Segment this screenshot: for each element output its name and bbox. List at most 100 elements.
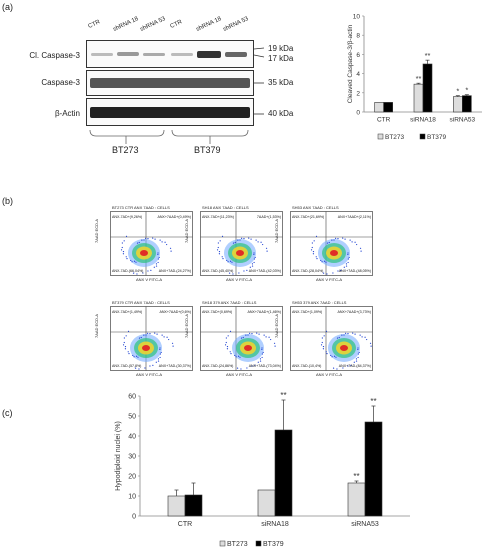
event-dot bbox=[132, 272, 135, 274]
event-dot bbox=[358, 351, 360, 354]
event-dot bbox=[166, 243, 168, 246]
event-dot bbox=[243, 238, 245, 240]
significance-label: ** bbox=[416, 74, 422, 83]
event-dot bbox=[354, 333, 356, 335]
event-dot bbox=[155, 263, 158, 265]
panel-a-label: (a) bbox=[2, 2, 13, 12]
event-dot bbox=[123, 337, 125, 339]
event-dot bbox=[121, 242, 123, 244]
event-dot bbox=[359, 334, 361, 336]
event-dot bbox=[235, 356, 237, 358]
blot-band bbox=[90, 78, 250, 88]
event-dot bbox=[232, 242, 235, 244]
event-dot bbox=[137, 356, 139, 358]
event-dot bbox=[157, 258, 159, 260]
event-dot bbox=[123, 341, 125, 344]
bar bbox=[257, 489, 276, 517]
group-label-bt379: BT379 bbox=[194, 145, 221, 155]
event-dot bbox=[311, 242, 313, 244]
flow-x-label: ANX V FITC-A bbox=[226, 372, 253, 377]
event-dot bbox=[138, 241, 140, 244]
y-tick-label: 2 bbox=[356, 90, 360, 97]
density-blob bbox=[140, 250, 148, 256]
event-dot bbox=[127, 351, 129, 353]
event-dot bbox=[251, 265, 254, 267]
event-dot bbox=[356, 243, 358, 246]
density-blob bbox=[236, 250, 244, 256]
event-dot bbox=[253, 252, 255, 254]
event-dot bbox=[332, 367, 335, 369]
y-axis-label: Cleaved Caspase-3/β-actin bbox=[347, 24, 354, 103]
event-dot bbox=[242, 336, 244, 339]
event-dot bbox=[265, 247, 268, 249]
event-dot bbox=[265, 336, 267, 338]
event-dot bbox=[232, 273, 234, 275]
event-dot bbox=[138, 337, 141, 339]
event-dot bbox=[352, 332, 354, 334]
density-blob bbox=[142, 345, 150, 351]
event-dot bbox=[260, 241, 262, 243]
event-dot bbox=[357, 353, 359, 355]
quadrant-percentage: ANX+7AD-(84,37%) bbox=[339, 364, 371, 368]
row-label-caspase: Caspase-3 bbox=[41, 78, 80, 87]
quadrant-percentage: ANX+7AD-(24,27%) bbox=[159, 269, 191, 273]
event-dot bbox=[125, 235, 128, 237]
flow-y-label: 7AAD ECD-A bbox=[274, 313, 279, 338]
event-dot bbox=[229, 330, 232, 332]
event-dot bbox=[261, 353, 263, 355]
event-dot bbox=[155, 265, 158, 267]
x-tick-label: CTR bbox=[377, 117, 391, 124]
y-tick-label: 10 bbox=[128, 494, 136, 501]
event-dot bbox=[227, 335, 229, 337]
event-dot bbox=[312, 253, 315, 255]
event-dot bbox=[360, 250, 362, 252]
event-dot bbox=[350, 364, 352, 366]
event-dot bbox=[133, 260, 136, 262]
event-dot bbox=[311, 246, 313, 249]
event-dot bbox=[250, 238, 252, 240]
legend-swatch bbox=[219, 540, 226, 547]
event-dot bbox=[149, 333, 151, 335]
bar bbox=[422, 63, 433, 113]
event-dot bbox=[364, 336, 366, 338]
event-dot bbox=[138, 368, 140, 370]
event-dot bbox=[157, 261, 159, 264]
event-dot bbox=[320, 344, 323, 346]
y-tick-label: 4 bbox=[356, 71, 360, 78]
event-dot bbox=[217, 242, 219, 244]
event-dot bbox=[366, 338, 368, 341]
event-dot bbox=[326, 242, 329, 244]
event-dot bbox=[310, 249, 313, 251]
event-dot bbox=[347, 253, 349, 256]
legend-label: BT273 bbox=[227, 541, 248, 548]
event-dot bbox=[256, 332, 258, 334]
event-dot bbox=[125, 256, 127, 258]
event-dot bbox=[322, 345, 325, 348]
quadrant-percentage: ANX-7AD-(45,40%) bbox=[202, 269, 233, 273]
event-dot bbox=[251, 263, 254, 265]
event-dot bbox=[120, 249, 123, 251]
event-dot bbox=[331, 239, 333, 241]
event-dot bbox=[325, 351, 327, 353]
blot-band bbox=[90, 107, 250, 118]
event-dot bbox=[161, 334, 163, 336]
event-dot bbox=[154, 332, 156, 334]
x-tick-label: siRNA18 bbox=[261, 521, 289, 528]
quadrant-percentage: ANX-7AD+(21,69%) bbox=[292, 215, 324, 219]
mw-19: 19 kDa bbox=[268, 44, 294, 53]
legend-swatch bbox=[419, 133, 426, 140]
event-dot bbox=[347, 258, 349, 260]
quadrant-percentage: ANX-7AD-(28,04%) bbox=[292, 269, 323, 273]
bar bbox=[347, 482, 366, 517]
event-dot bbox=[335, 237, 337, 239]
bar bbox=[184, 494, 203, 517]
event-dot bbox=[245, 334, 247, 336]
event-dot bbox=[347, 333, 349, 335]
y-tick-label: 6 bbox=[356, 52, 360, 59]
blot-band bbox=[225, 52, 247, 57]
event-dot bbox=[341, 334, 343, 336]
event-dot bbox=[237, 239, 239, 241]
event-dot bbox=[263, 334, 265, 336]
y-tick-label: 0 bbox=[132, 514, 136, 521]
flow-plot: ANX-7AD+(1,49%) ANX+7AAD+(0,6%) ANX-7AD-(5… bbox=[110, 306, 193, 371]
